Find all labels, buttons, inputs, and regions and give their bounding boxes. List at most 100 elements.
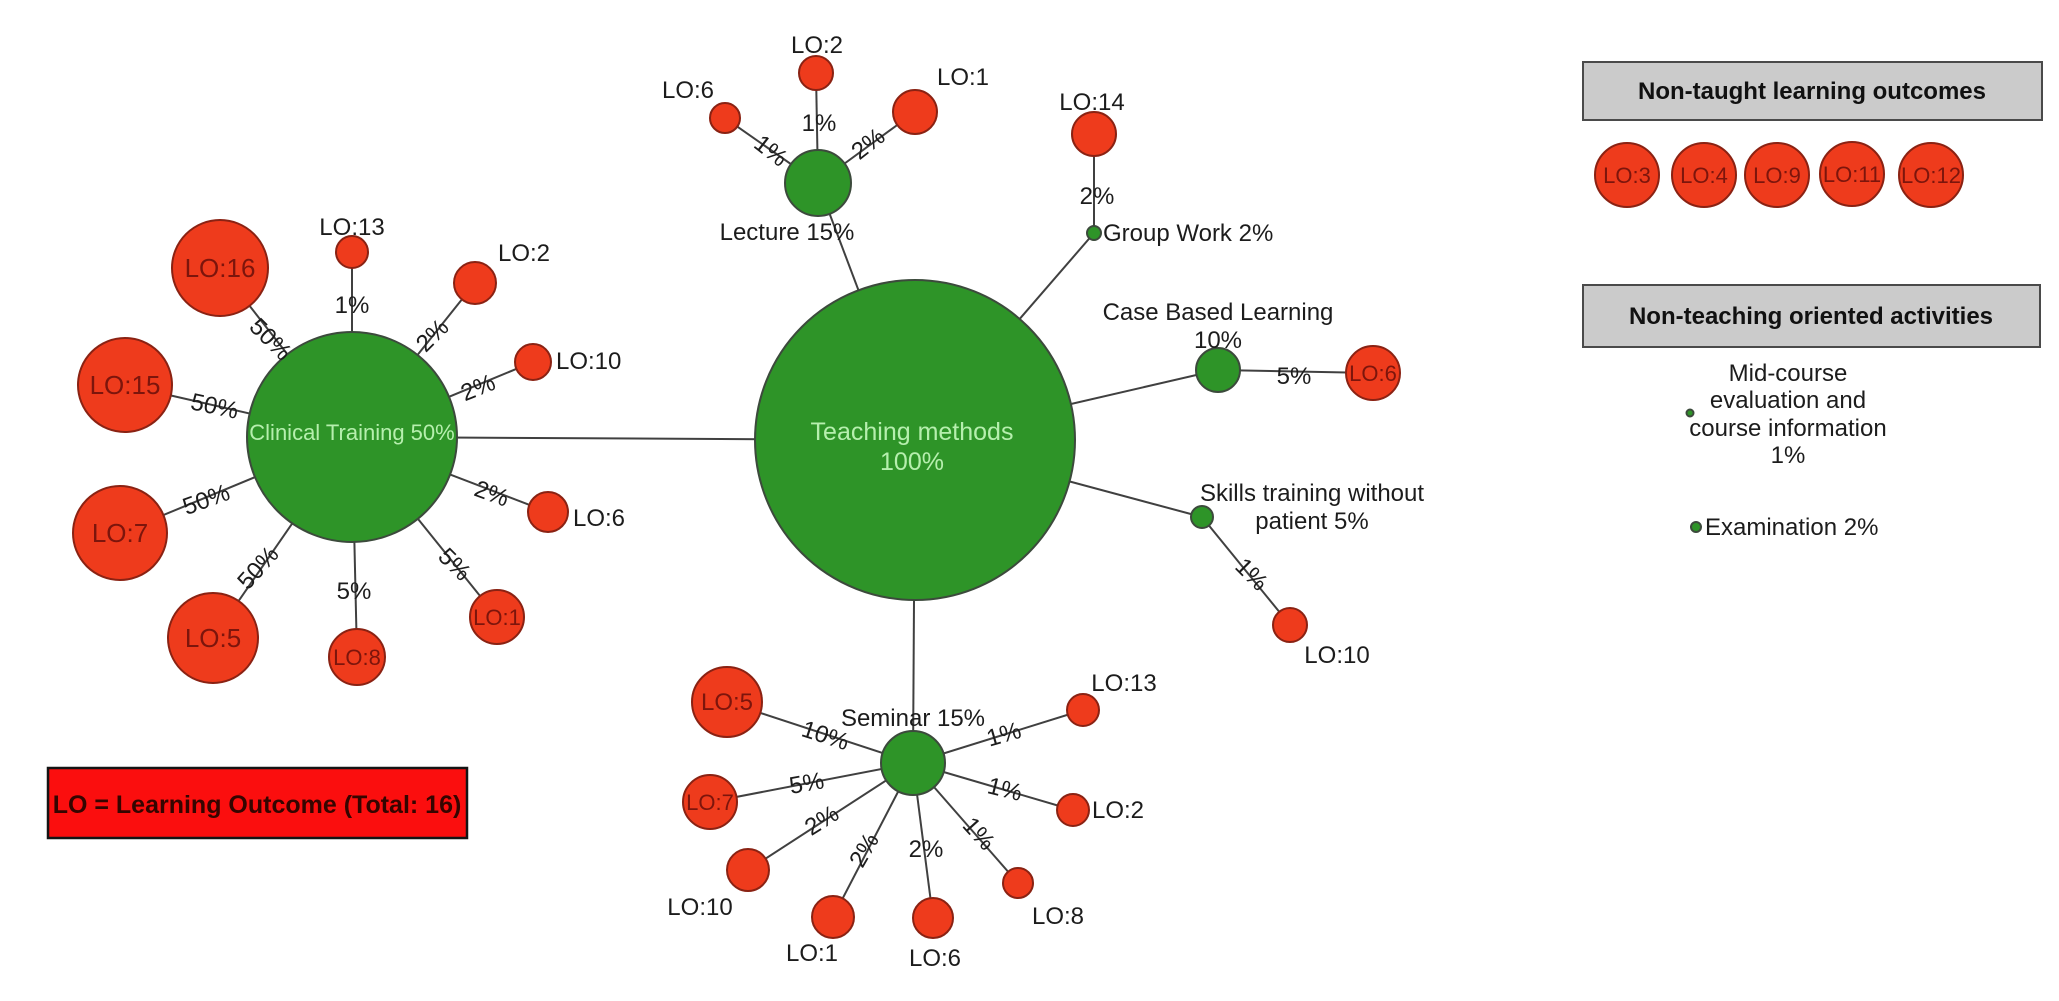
node-clinical-lo1 bbox=[469, 589, 525, 645]
pct-seminar-lo2: 1% bbox=[985, 772, 1025, 807]
pct-seminar-lo1: 2% bbox=[844, 828, 885, 872]
legend-activities-header-box bbox=[1582, 284, 2041, 348]
label-midcourse-line3: course information bbox=[1689, 415, 1886, 442]
label-clinical-lo8: LO:8 bbox=[333, 645, 381, 670]
node-seminar bbox=[880, 730, 946, 796]
node-seminar-lo8 bbox=[1002, 867, 1034, 899]
node-seminar-lo7 bbox=[682, 774, 738, 830]
pct-lecture-lo1: 2% bbox=[846, 123, 890, 166]
node-lecture-lo2 bbox=[798, 55, 834, 91]
label-clinical-lo13: LO:13 bbox=[319, 214, 384, 241]
node-clinical-lo15 bbox=[77, 337, 173, 433]
pct-groupwork-lo14: 2% bbox=[1080, 183, 1115, 210]
label-clinical-lo1: LO:1 bbox=[473, 605, 521, 630]
label-skills-lo10: LO:10 bbox=[1304, 642, 1369, 669]
pct-lecture-lo6: 1% bbox=[749, 130, 793, 173]
node-clinical-lo2 bbox=[453, 261, 497, 305]
pct-seminar-lo13: 1% bbox=[984, 717, 1025, 753]
node-cbl-lo6 bbox=[1345, 345, 1401, 401]
node-legend-lo4 bbox=[1671, 142, 1737, 208]
label-midcourse-line2: evaluation and bbox=[1710, 387, 1866, 414]
label-clinical-lo2: LO:2 bbox=[498, 240, 550, 267]
node-skills-lo10 bbox=[1272, 607, 1308, 643]
node-groupwork-lo14 bbox=[1071, 111, 1117, 157]
label-midcourse-line1: Mid-course bbox=[1729, 360, 1848, 387]
node-legend-lo9 bbox=[1744, 142, 1810, 208]
label-midcourse-line4: 1% bbox=[1771, 442, 1806, 469]
pct-clinical-lo15: 50% bbox=[188, 388, 241, 424]
node-legend-lo3 bbox=[1594, 142, 1660, 208]
node-midcourse-dot bbox=[1685, 408, 1695, 418]
pct-lecture-lo2: 1% bbox=[802, 110, 837, 137]
node-case-based-learning bbox=[1195, 347, 1241, 393]
legend-activities-title: Non-teaching oriented activities bbox=[1629, 303, 1993, 330]
method-nodes bbox=[246, 149, 1241, 796]
node-legend-lo11 bbox=[1819, 141, 1885, 207]
legend-outcomes-header-box bbox=[1582, 61, 2043, 121]
label-legend-lo3: LO:3 bbox=[1603, 163, 1651, 188]
label-seminar-lo8: LO:8 bbox=[1032, 903, 1084, 930]
node-seminar-lo1 bbox=[811, 895, 855, 939]
pct-clinical-lo7: 50% bbox=[179, 479, 233, 521]
node-clinical-lo6 bbox=[527, 491, 569, 533]
label-group-work: Group Work 2% bbox=[1103, 220, 1273, 247]
label-teaching-methods-line2: 100% bbox=[880, 448, 944, 476]
node-examination-dot bbox=[1690, 521, 1702, 533]
label-clinical-lo6: LO:6 bbox=[573, 505, 625, 532]
label-skills-line1: Skills training without bbox=[1200, 480, 1424, 507]
note-text: LO = Learning Outcome (Total: 16) bbox=[53, 791, 462, 819]
node-clinical-lo13 bbox=[335, 235, 369, 269]
node-clinical-lo10 bbox=[514, 343, 552, 381]
legend-non-teaching-activities: Non-teaching oriented activities Mid-cou… bbox=[1582, 284, 2041, 541]
node-seminar-lo10 bbox=[726, 848, 770, 892]
label-seminar-lo5: LO:5 bbox=[701, 689, 753, 716]
label-seminar-lo10: LO:10 bbox=[667, 894, 732, 921]
node-labels: Teaching methods 100% Clinical Training … bbox=[90, 32, 1425, 972]
label-seminar: Seminar 15% bbox=[841, 705, 985, 732]
node-legend-lo12 bbox=[1898, 142, 1964, 208]
label-cbl-line1: Case Based Learning bbox=[1103, 299, 1334, 326]
label-clinical-lo7: LO:7 bbox=[92, 518, 148, 548]
node-seminar-lo2 bbox=[1056, 793, 1090, 827]
pct-seminar-lo7: 5% bbox=[787, 767, 826, 800]
pct-clinical-lo2: 2% bbox=[411, 314, 455, 358]
outcome-nodes bbox=[72, 55, 1401, 939]
edge-skills-lo10 bbox=[1201, 516, 1291, 626]
pct-clinical-lo1: 5% bbox=[432, 543, 476, 587]
node-clinical-training bbox=[246, 331, 458, 543]
legend-outcomes-title: Non-taught learning outcomes bbox=[1638, 78, 1986, 105]
edge-seminar-lo7 bbox=[709, 762, 914, 803]
label-teaching-methods-line1: Teaching methods bbox=[811, 418, 1014, 446]
pct-seminar-lo6: 2% bbox=[909, 836, 944, 863]
label-cbl-lo6: LO:6 bbox=[1349, 361, 1397, 386]
pct-clinical-lo13: 1% bbox=[335, 292, 370, 319]
label-seminar-lo6: LO:6 bbox=[909, 945, 961, 972]
label-examination: Examination 2% bbox=[1705, 514, 1878, 541]
node-lecture bbox=[784, 149, 852, 217]
label-clinical-training: Clinical Training 50% bbox=[249, 420, 454, 445]
label-legend-lo4: LO:4 bbox=[1680, 163, 1728, 188]
pct-clinical-lo8: 5% bbox=[337, 578, 372, 605]
pct-cbl-lo6: 5% bbox=[1277, 363, 1312, 390]
label-lecture-lo2: LO:2 bbox=[791, 32, 843, 59]
node-seminar-lo13 bbox=[1066, 693, 1100, 727]
legend-non-taught-outcomes: Non-taught learning outcomes LO:3 LO:4 L… bbox=[1582, 61, 2043, 208]
node-clinical-lo5 bbox=[167, 592, 259, 684]
pct-clinical-lo6: 2% bbox=[471, 475, 513, 512]
label-legend-lo12: LO:12 bbox=[1901, 163, 1961, 188]
pct-seminar-lo8: 1% bbox=[957, 812, 1000, 856]
label-seminar-lo13: LO:13 bbox=[1091, 670, 1156, 697]
label-lecture-lo6: LO:6 bbox=[662, 77, 714, 104]
node-skills-training bbox=[1190, 505, 1214, 529]
node-teaching-methods bbox=[754, 279, 1076, 601]
pct-clinical-lo10: 2% bbox=[457, 369, 499, 407]
node-clinical-lo16 bbox=[171, 219, 269, 317]
note-box bbox=[46, 766, 469, 840]
label-clinical-lo16: LO:16 bbox=[185, 253, 256, 283]
label-legend-lo11: LO:11 bbox=[1823, 162, 1881, 187]
label-seminar-lo1: LO:1 bbox=[786, 940, 838, 967]
pct-seminar-lo10: 2% bbox=[800, 800, 844, 841]
label-legend-lo9: LO:9 bbox=[1753, 163, 1801, 188]
node-seminar-lo6 bbox=[912, 897, 954, 939]
